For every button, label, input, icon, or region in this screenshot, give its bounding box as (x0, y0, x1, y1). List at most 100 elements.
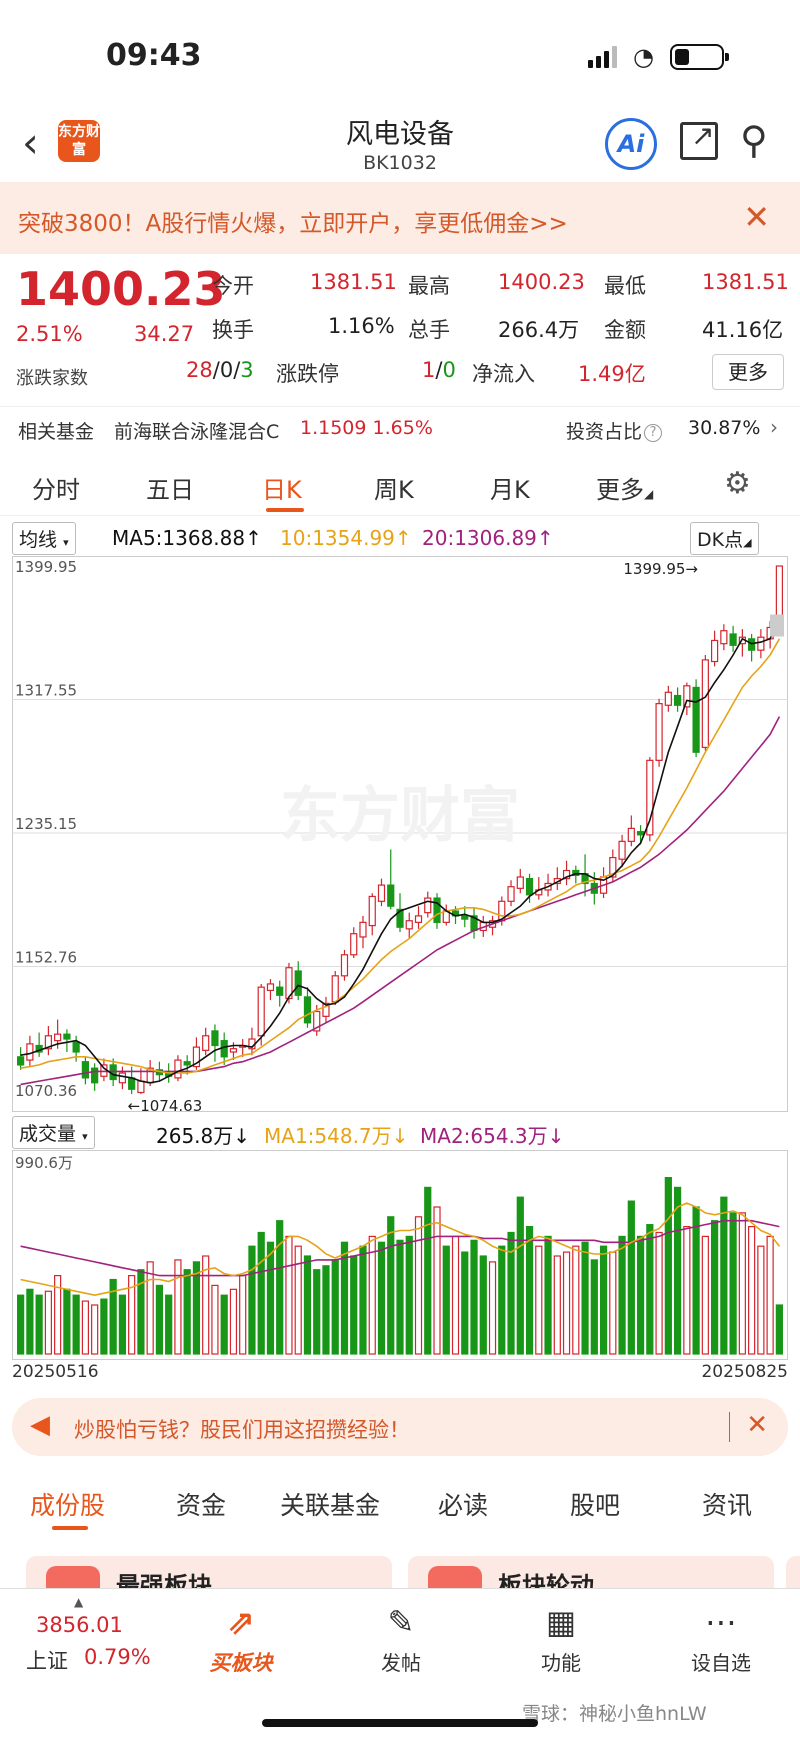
tab-must-read[interactable]: 必读 (438, 1491, 489, 1520)
banner-close-icon[interactable]: ✕ (743, 198, 770, 236)
more-dots-icon: ⋯ (705, 1603, 737, 1641)
function-button[interactable]: ▦ 功能 (506, 1603, 616, 1676)
gear-icon[interactable]: ⚙ (724, 466, 751, 501)
candlestick-chart[interactable]: 1399.95 1317.55 1235.15 1152.76 1070.36 东方财富 1… (12, 556, 788, 1112)
tab-related-funds[interactable]: 关联基金 (280, 1491, 381, 1520)
more-button[interactable]: 更多 (712, 354, 784, 390)
fund-value: 1.1509 1.65% (300, 417, 433, 439)
tab-news[interactable]: 资讯 (702, 1491, 753, 1520)
volume-value: 265.8万↓ (156, 1124, 251, 1148)
index-percent[interactable]: 0.79% (84, 1645, 151, 1669)
volume-bar-up (174, 1259, 182, 1355)
volume-bar-up (239, 1274, 247, 1355)
candle-down (211, 1030, 219, 1047)
ad-text[interactable]: 炒股怕亏钱？股民们用这招攒经验！ (74, 1418, 410, 1442)
volume-bar-down (516, 1196, 524, 1355)
ma10-value: 10:1354.99↑ (280, 526, 412, 550)
content-tabs: 成份股 资金 关联基金 必读 股吧 资讯 (0, 1476, 800, 1532)
volume-bar-up (655, 1231, 663, 1355)
ad-bar[interactable]: ◀ 炒股怕亏钱？股民们用这招攒经验！ ✕ (12, 1398, 788, 1456)
volume-bar-up (572, 1245, 580, 1355)
help-icon[interactable]: ? (644, 423, 663, 442)
ma5-line (20, 615, 781, 1084)
candle-up (562, 869, 571, 880)
tab-daily-k[interactable]: 日K (262, 476, 302, 504)
card-sector-rotation[interactable]: 板块轮动 (408, 1556, 774, 1588)
add-watchlist-button[interactable]: ⋯ 设自选 (666, 1603, 776, 1676)
bottom-bar: ▲ 3856.01 上证 0.79% ⇗ 买板块 ✎ 发帖 ▦ 功能 ⋯ 设自选… (0, 1588, 800, 1738)
card-strongest-sector[interactable]: 最强板块 (26, 1556, 392, 1588)
candle-up (646, 759, 654, 836)
volume-bar-down (118, 1294, 127, 1355)
low-label: 最低 (604, 274, 646, 298)
share-icon[interactable] (680, 119, 718, 160)
volume-bar-down (599, 1245, 608, 1355)
status-icons: ◔ (588, 44, 729, 70)
volume-bar-down (276, 1220, 284, 1355)
feature-cards: 最强板块 板块轮动 (0, 1548, 800, 1588)
vol-ma2-value: MA2:654.3万↓ (420, 1124, 565, 1148)
candle-down (91, 1067, 99, 1084)
volume-bar-down (100, 1298, 108, 1355)
high-value: 1400.23 (498, 270, 585, 294)
candle-up (507, 886, 515, 902)
ad-close-icon[interactable]: ✕ (746, 1410, 768, 1440)
chevron-right-icon[interactable]: › (770, 415, 778, 439)
candle-down (461, 915, 469, 920)
dk-point-button[interactable]: DK点◢ (690, 522, 759, 555)
volume-bar-down (627, 1200, 635, 1355)
volume-bar-down (248, 1245, 256, 1355)
volume-bar-down (692, 1206, 700, 1355)
volume-bar-down (729, 1212, 737, 1355)
volume-bar-down (331, 1259, 339, 1355)
active-tab-indicator (266, 508, 304, 512)
tab-funds-flow[interactable]: 资金 (176, 1491, 227, 1520)
tab-more[interactable]: 更多◢ (596, 476, 654, 504)
limit-label: 涨跌停 (276, 362, 339, 386)
search-icon[interactable]: ⚲ (740, 118, 768, 162)
ma20-line (20, 716, 781, 1086)
ai-button[interactable]: Ai (605, 118, 657, 170)
volume-bar-down (710, 1220, 719, 1355)
volume-bar-up (701, 1235, 709, 1355)
banner-text[interactable]: 突破3800！A股行情火爆，立即开户，享更低佣金>> (18, 211, 568, 237)
related-fund-row[interactable]: 相关基金 前海联合泳隆混合C 1.1509 1.65% 投资占比? 30.87%… (0, 406, 800, 450)
amount-label: 金额 (604, 318, 646, 342)
volume-bar-up (683, 1225, 691, 1355)
tab-monthly-k[interactable]: 月K (490, 476, 530, 504)
add-watchlist-label: 设自选 (691, 1651, 751, 1675)
page-title: 风电设备 (346, 119, 454, 150)
volume-bar-down (775, 1304, 783, 1355)
promo-banner[interactable]: 突破3800！A股行情火爆，立即开户，享更低佣金>> ✕ (0, 182, 800, 254)
tab-five-day[interactable]: 五日 (146, 476, 194, 504)
candle-down (525, 878, 534, 896)
tab-intraday[interactable]: 分时 (32, 476, 80, 504)
tab-weekly-k[interactable]: 周K (374, 476, 414, 504)
fund-label: 相关基金 (18, 421, 95, 443)
volume-bar-up (202, 1255, 210, 1355)
volume-bar-down (618, 1235, 626, 1355)
signal-icon (588, 46, 618, 68)
breadth-value: 28/0/3 (186, 358, 254, 382)
volume-dropdown[interactable]: 成交量 ▾ (12, 1116, 95, 1149)
buy-sector-button[interactable]: ⇗ 买板块 (186, 1603, 296, 1677)
volume-bar-up (535, 1245, 543, 1355)
candle-up (655, 703, 663, 761)
volume-bar-down (350, 1255, 358, 1355)
index-name[interactable]: 上证 (26, 1649, 68, 1673)
index-value[interactable]: 3856.01 (36, 1613, 123, 1637)
candle-up (118, 1072, 127, 1084)
volume-bar-down (673, 1186, 682, 1355)
back-icon[interactable]: ‹ (22, 118, 39, 167)
volume-value: 266.4万 (498, 318, 580, 342)
tab-forum[interactable]: 股吧 (570, 1491, 621, 1520)
tab-constituents[interactable]: 成份股 (30, 1491, 106, 1520)
candle-up (405, 920, 413, 930)
volume-chart[interactable]: 990.6万 (12, 1150, 788, 1360)
card-partial[interactable] (786, 1556, 800, 1588)
turnover-value: 1.16% (328, 314, 395, 338)
post-button[interactable]: ✎ 发帖 (346, 1603, 456, 1676)
fund-name[interactable]: 前海联合泳隆混合C (114, 421, 280, 443)
indicator-dropdown[interactable]: 均线 ▾ (12, 522, 76, 555)
post-label: 发帖 (381, 1651, 421, 1675)
